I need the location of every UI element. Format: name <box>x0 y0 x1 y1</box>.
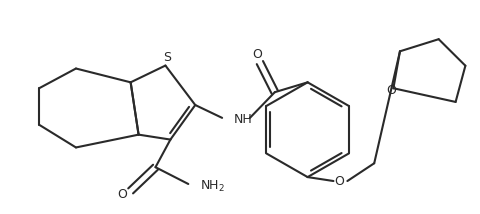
Text: O: O <box>335 175 344 187</box>
Text: NH$_2$: NH$_2$ <box>200 179 225 195</box>
Text: O: O <box>386 84 396 97</box>
Text: NH: NH <box>234 113 253 126</box>
Text: O: O <box>118 188 128 201</box>
Text: O: O <box>252 48 262 61</box>
Text: S: S <box>163 51 171 64</box>
